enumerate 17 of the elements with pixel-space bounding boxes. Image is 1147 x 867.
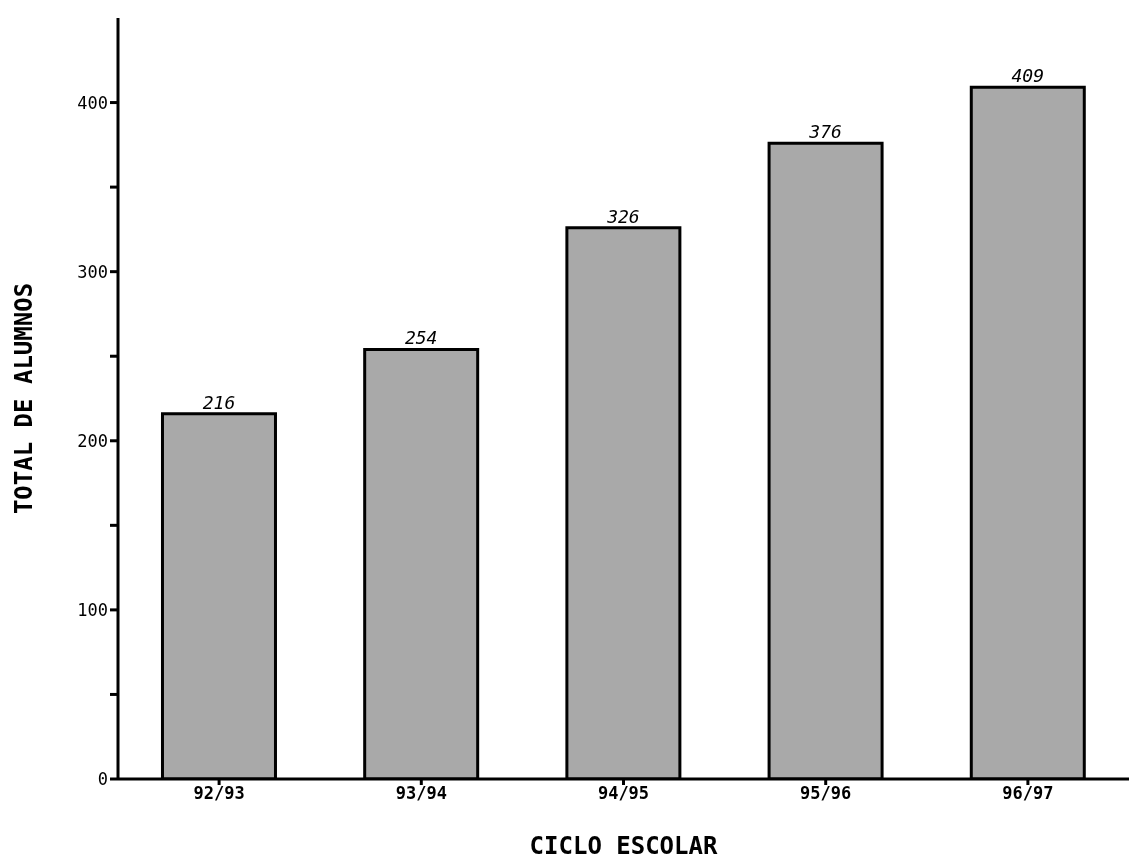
data-label: 254 <box>404 327 438 349</box>
x-tick-label: 93/94 <box>395 783 447 804</box>
x-tick-label: 96/97 <box>1002 783 1054 804</box>
y-tick-label: 300 <box>77 261 108 282</box>
y-axis-title: TOTAL DE ALUMNOS <box>9 282 38 515</box>
x-tick-label: 92/93 <box>193 783 245 804</box>
y-tick-label: 0 <box>97 769 108 790</box>
y-tick-label: 100 <box>77 599 108 620</box>
x-tick-label: 94/95 <box>597 783 650 804</box>
data-label: 326 <box>606 205 640 227</box>
x-tick-label: 95/96 <box>800 783 852 804</box>
y-tick-label: 400 <box>77 92 108 113</box>
data-label: 216 <box>202 391 236 413</box>
y-tick-label: 200 <box>77 430 108 451</box>
data-label: 376 <box>808 121 842 143</box>
data-label: 409 <box>1011 65 1045 87</box>
x-axis-title: CICLO ESCOLAR <box>529 832 718 860</box>
